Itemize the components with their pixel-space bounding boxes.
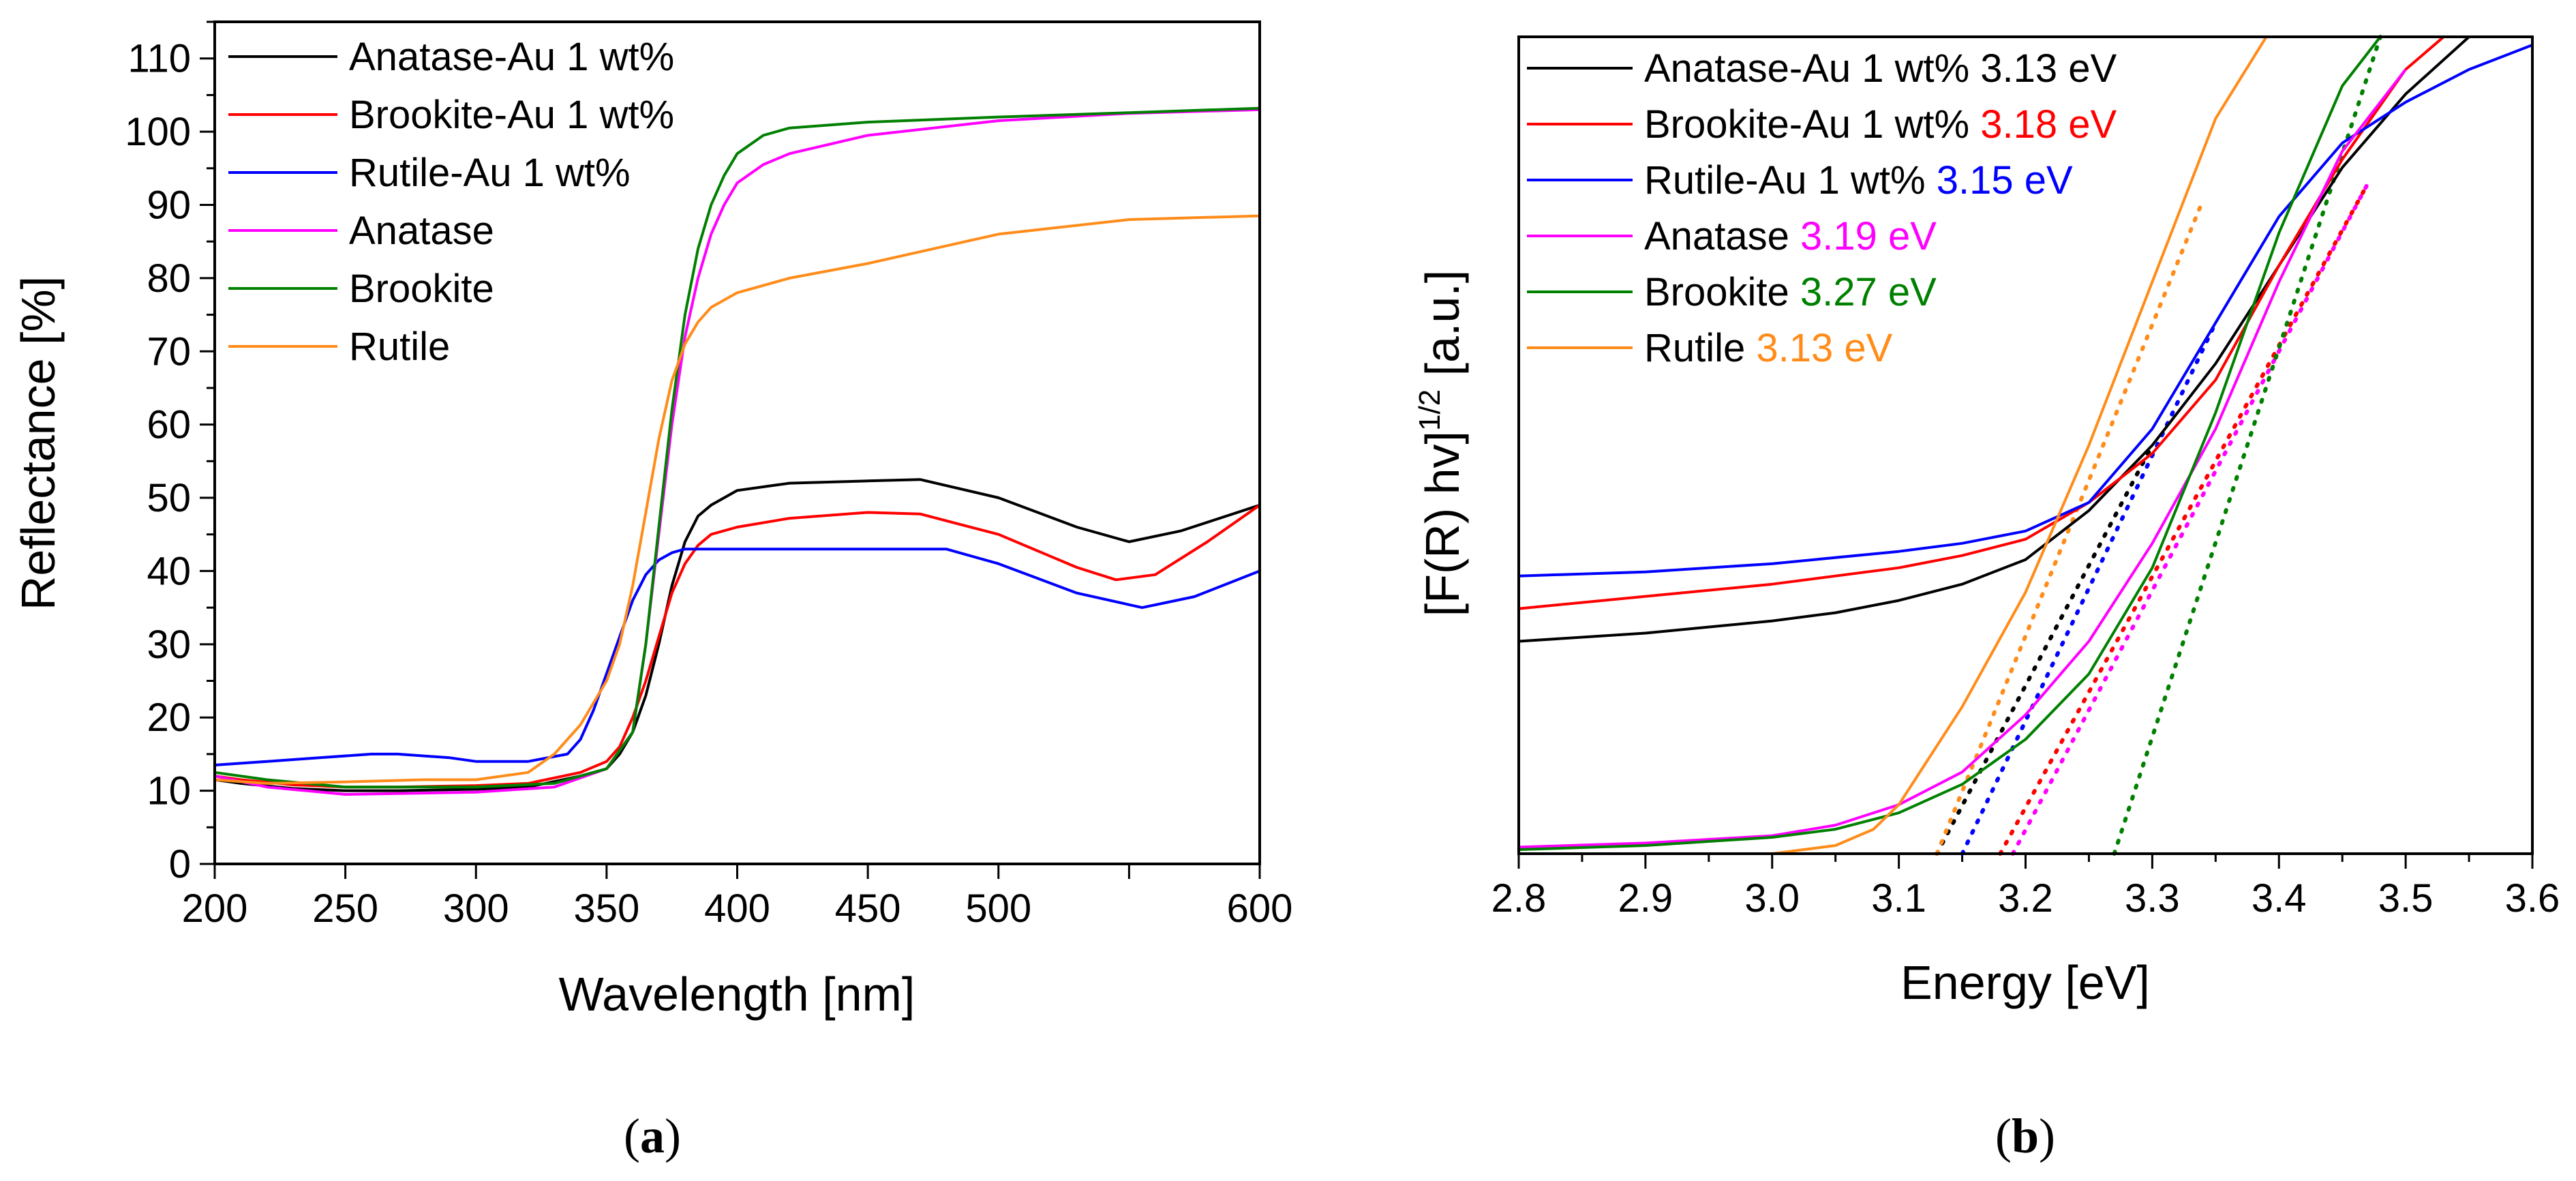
panel-b-fit-line [1935, 443, 2155, 856]
panel-b-fit-line [1998, 181, 2370, 856]
panel-b-legend-bandgap: 3.13 eV [1756, 326, 1892, 370]
panel-b-legend-label: Brookite 3.27 eV [1644, 270, 1937, 314]
panel-a-ytick-label: 70 [147, 329, 191, 374]
panel-b-legend-label: Anatase 3.19 eV [1644, 214, 1937, 258]
panel-b-ylabel-sup: 1/2 [1413, 389, 1446, 431]
panel-b-fit-line [1935, 198, 2205, 856]
panel-a-legend-label: Brookite-Au 1 wt% [349, 93, 674, 137]
panel-b-ylabel-space [1416, 376, 1469, 389]
panel-a-xtick-label: 400 [704, 886, 770, 931]
panel-b-series [1519, 37, 2532, 854]
panel-a-ytick-label: 80 [147, 256, 191, 301]
panel-b-series-line [1519, 37, 2268, 854]
panel-a-ytick-label: 100 [125, 110, 191, 154]
panel-a-xtick-label: 300 [443, 886, 509, 931]
panel-b-fit-line [2010, 181, 2370, 856]
panel-a-legend-label: Brookite [349, 267, 494, 311]
panel-a-series-line [214, 214, 1260, 785]
panel-b-xtick-label: 3.2 [1998, 876, 2053, 921]
panel-a-ticks: 200 250 300 350 400 450 500 600 0 10 20 30 40 50 60 70 8… [125, 20, 1293, 931]
panel-b-legend-bandgap: 3.15 eV [1937, 158, 2073, 203]
panel-b-series-line [1519, 37, 2470, 643]
panel-a-frame [213, 20, 1261, 865]
panel-b-legend-name: Brookite [1644, 270, 1800, 314]
panel-b-xtick-label: 2.8 [1491, 876, 1547, 921]
panel-b-series-line [1519, 37, 2382, 851]
panel-b-legend-label: Rutile-Au 1 wt% 3.15 eV [1644, 158, 2073, 203]
panel-a-ylabel: Reflectance [%] [12, 276, 65, 610]
panel-b-xtick-label: 3.0 [1744, 876, 1800, 921]
panel-a-ytick-label: 20 [147, 696, 191, 740]
panel-b-legend-name: Anatase-Au 1 wt% [1644, 46, 1980, 91]
panel-b-xtick-label: 2.9 [1618, 876, 1673, 921]
panel-b-legend-name: Anatase [1644, 214, 1800, 258]
panel-b-legend-label: Rutile 3.13 eV [1644, 326, 1893, 370]
panel-b-legend-bandgap: 3.13 eV [1980, 46, 2117, 91]
panel-a-ytick-label: 30 [147, 623, 191, 667]
caption-b: (b) [1995, 1109, 2055, 1163]
panel-b-series-line [1519, 44, 2532, 578]
panel-a-series-line [214, 108, 1260, 796]
panel-b-xtick-label: 3.5 [2378, 876, 2434, 921]
panel-a-xtick-label: 350 [573, 886, 639, 931]
panel-a-ytick-label: 110 [128, 37, 191, 81]
panel-a-legend-label: Rutile [349, 325, 450, 369]
panel-a: 200 250 300 350 400 450 500 600 0 10 20 30 40 50 60 70 8… [12, 20, 1293, 1163]
panel-b-xtick-label: 3.1 [1871, 876, 1926, 921]
panel-a-ytick-label: 50 [147, 476, 191, 520]
panel-b-fit-line [1960, 320, 2218, 856]
panel-b-ylabel: [F(R) hv]1/2 [a.u.] [1413, 270, 1469, 617]
panel-a-legend: Anatase-Au 1 wt% Brookite-Au 1 wt% Rutile-… [228, 35, 674, 369]
panel-a-legend-label: Anatase [349, 209, 494, 253]
panel-a-xtick-label: 450 [835, 886, 901, 931]
panel-b-legend-bandgap: 3.18 eV [1980, 102, 2117, 147]
panel-a-xtick-label: 200 [182, 886, 248, 931]
panel-a-legend-label: Anatase-Au 1 wt% [349, 35, 674, 79]
caption-a: (a) [624, 1109, 681, 1163]
panel-a-ytick-label: 60 [147, 403, 191, 447]
panel-b-xlabel: Energy [eV] [1900, 956, 2150, 1009]
panel-b-series-line [1519, 68, 2407, 849]
panel-a-xtick-label: 250 [312, 886, 378, 931]
panel-b-frame [1517, 35, 2534, 855]
panel-b-fit-line [2112, 35, 2382, 856]
panel-b-legend-label: Anatase-Au 1 wt% 3.13 eV [1644, 46, 2117, 91]
panel-a-legend-label: Rutile-Au 1 wt% [349, 151, 631, 195]
panel-b-legend-name: Rutile-Au 1 wt% [1644, 158, 1937, 203]
panel-b-ylabel-unit: [a.u.] [1416, 270, 1469, 376]
panel-b-legend-label: Brookite-Au 1 wt% 3.18 eV [1644, 102, 2117, 147]
panel-a-ytick-label: 40 [147, 549, 191, 593]
panel-b-legend-name: Brookite-Au 1 wt% [1644, 102, 1980, 147]
panel-a-xtick-label: 500 [965, 886, 1031, 931]
panel-b-legend-bandgap: 3.19 eV [1800, 214, 1937, 258]
panel-b-fit-lines [1935, 35, 2382, 856]
panel-b-legend-bandgap: 3.27 eV [1800, 270, 1937, 314]
panel-a-series [214, 106, 1261, 796]
panel-b-legend-name: Rutile [1644, 326, 1756, 370]
panel-a-ytick-label: 0 [169, 842, 191, 886]
panel-a-series-line [214, 106, 1260, 789]
panel-a-ytick-label: 10 [147, 769, 191, 813]
panel-b-xtick-label: 3.4 [2252, 876, 2307, 921]
panel-a-ytick-label: 90 [147, 183, 191, 227]
panel-b: 2.8 2.9 3.0 3.1 3.2 3.3 3.4 3.5 3.6 Energy [eV] … [1413, 35, 2560, 1163]
panel-a-xlabel: Wavelength [nm] [559, 968, 915, 1021]
panel-b-ylabel-main: [F(R) hv] [1416, 431, 1469, 616]
panel-b-xtick-label: 3.3 [2125, 876, 2180, 921]
panel-b-xtick-label: 3.6 [2505, 876, 2560, 921]
panel-b-ticks: 2.8 2.9 3.0 3.1 3.2 3.3 3.4 3.5 3.6 [1491, 854, 2560, 921]
panel-a-xtick-label: 600 [1227, 886, 1293, 931]
